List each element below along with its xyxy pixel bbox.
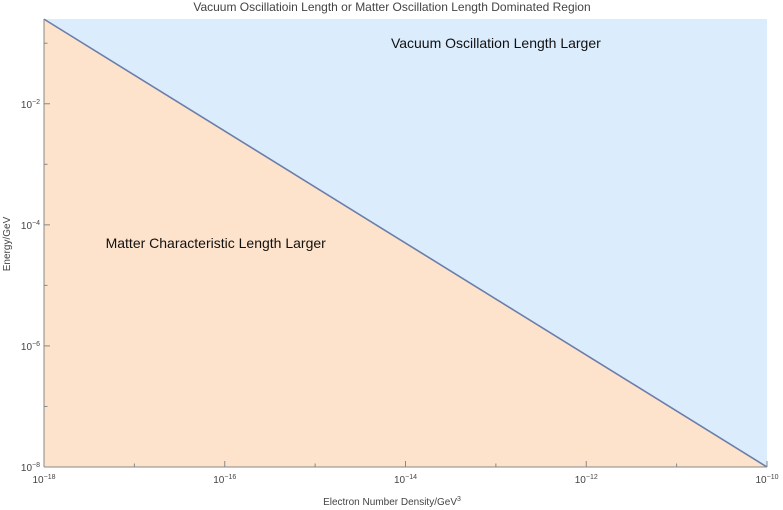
y-tick-label: 10−4 — [21, 220, 40, 232]
chart-title: Vacuum Oscillatioin Length or Matter Osc… — [193, 0, 590, 14]
region-label-matter: Matter Characteristic Length Larger — [106, 235, 327, 251]
plot-area: Vacuum Oscillation Length Larger Matter … — [43, 18, 768, 468]
x-axis-title: Electron Number Density/GeV3 — [323, 496, 461, 508]
x-tick-label: 10−16 — [213, 474, 236, 486]
y-tick-label: 10−2 — [21, 99, 40, 111]
y-tick-label: 10−8 — [21, 462, 40, 474]
y-axis-ticks: 10−8 10−6 10−4 10−2 — [21, 42, 50, 474]
y-axis-title: Energy/GeV — [2, 216, 13, 271]
boundary-line — [43, 18, 768, 468]
x-tick-label: 10−18 — [33, 474, 56, 486]
region-label-vacuum: Vacuum Oscillation Length Larger — [391, 35, 601, 51]
x-tick-label: 10−14 — [394, 474, 417, 486]
y-tick-label: 10−6 — [21, 341, 40, 353]
x-axis-ticks: 10−18 10−16 10−14 10−12 10−10 — [33, 461, 779, 486]
x-tick-label: 10−12 — [575, 474, 598, 486]
x-tick-label: 10−10 — [756, 474, 779, 486]
